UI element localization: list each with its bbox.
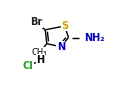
Text: Cl: Cl [23, 61, 33, 71]
Text: H: H [36, 55, 44, 65]
Text: Br: Br [30, 17, 42, 27]
Text: S: S [61, 21, 68, 31]
Text: CH₃: CH₃ [31, 48, 46, 57]
Text: NH₂: NH₂ [83, 32, 104, 43]
Text: N: N [56, 42, 64, 52]
